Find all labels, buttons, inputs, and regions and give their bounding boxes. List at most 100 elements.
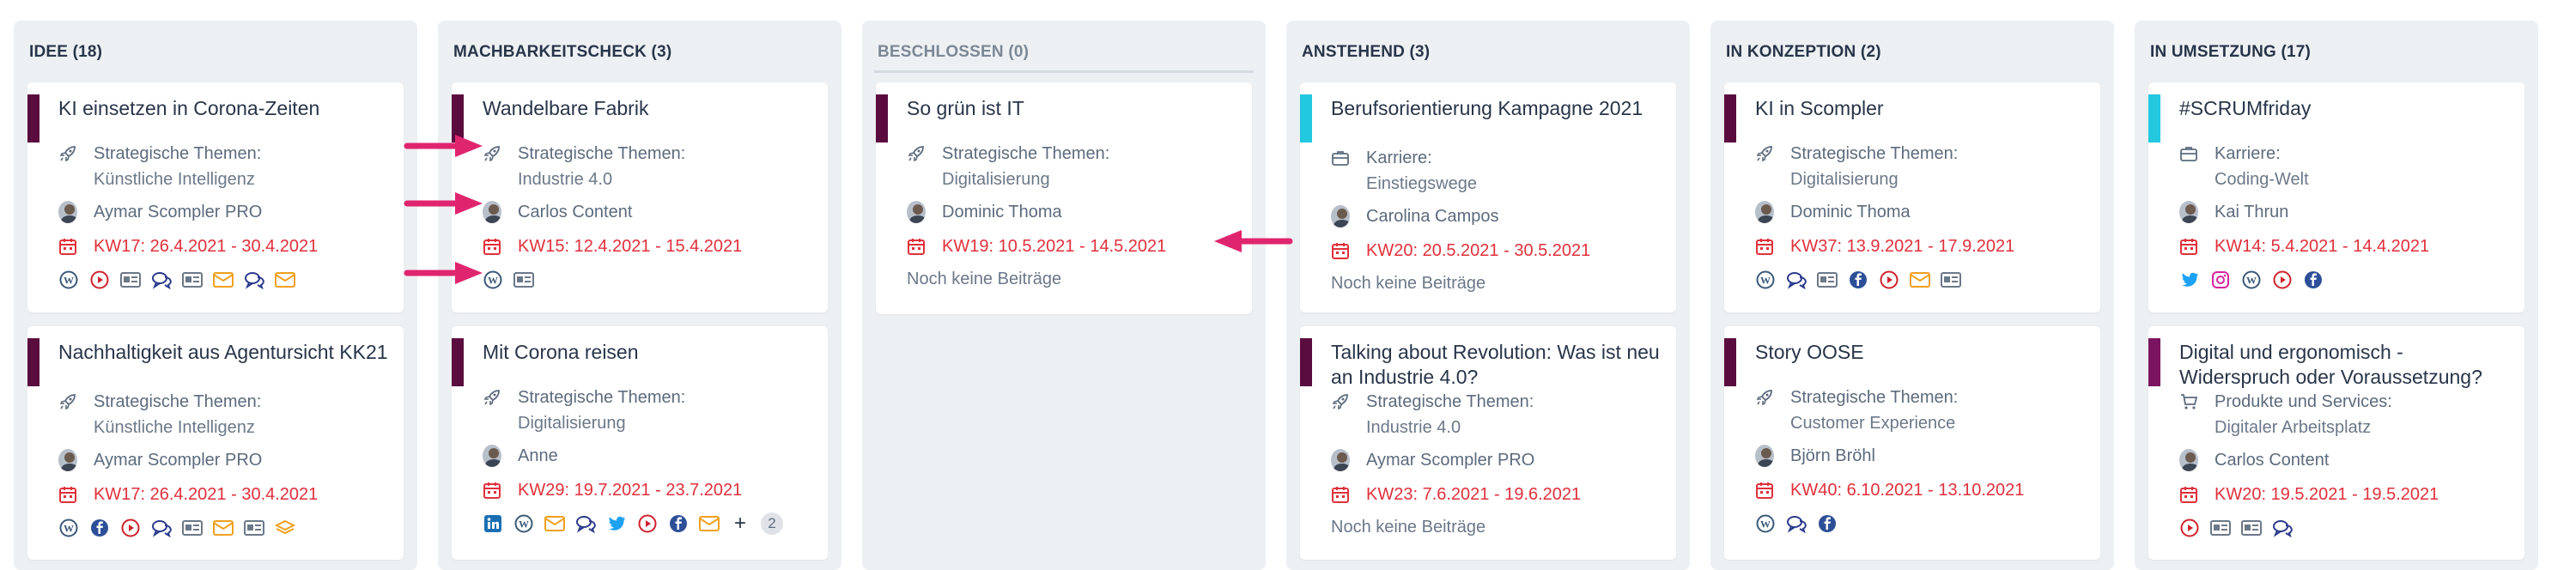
topic-card[interactable]: So grün ist IT Strategische Themen: Digita… xyxy=(876,82,1252,314)
topic-card[interactable]: Berufsorientierung Kampagne 2021 Karriere… xyxy=(1300,82,1676,312)
calendar-icon xyxy=(1331,485,1350,504)
newsletter-icon[interactable] xyxy=(182,518,203,538)
topic-card[interactable]: Digital und ergonomisch - Widerspruch od… xyxy=(2148,326,2524,560)
assignee-name[interactable]: Dominic Thoma xyxy=(1790,202,1911,221)
topic-card[interactable]: #SCRUMfriday Karriere: Coding-Welt Kai Thru… xyxy=(2148,82,2524,312)
assignee-name[interactable]: Aymar Scompler PRO xyxy=(94,450,263,470)
youtube-icon[interactable] xyxy=(637,513,658,534)
assignee-name[interactable]: Dominic Thoma xyxy=(942,202,1062,221)
youtube-icon[interactable] xyxy=(2272,270,2293,290)
newsletter-icon[interactable] xyxy=(182,270,203,290)
chat-icon[interactable] xyxy=(244,270,264,290)
twitter-icon[interactable] xyxy=(606,513,627,534)
wordpress-icon[interactable]: W xyxy=(58,270,79,290)
assignee-row: Carlos Content xyxy=(2179,449,2329,471)
wordpress-icon[interactable]: W xyxy=(58,518,79,538)
facebook-icon[interactable] xyxy=(668,513,689,534)
card-title[interactable]: Talking about Revolution: Was ist neu an… xyxy=(1331,341,1660,388)
date-row: KW17: 26.4.2021 - 30.4.2021 xyxy=(58,483,318,506)
mail-icon[interactable] xyxy=(275,270,295,290)
facebook-icon[interactable] xyxy=(2303,270,2324,290)
card-title[interactable]: KI einsetzen in Corona-Zeiten xyxy=(58,97,320,119)
assignee-name[interactable]: Kai Thrun xyxy=(2215,202,2289,221)
chat-icon[interactable] xyxy=(151,518,172,538)
wordpress-icon[interactable]: W xyxy=(1755,513,1776,534)
wordpress-icon[interactable]: W xyxy=(2241,270,2262,290)
youtube-icon[interactable] xyxy=(120,518,141,538)
newsletter-icon[interactable] xyxy=(2241,518,2262,538)
card-title[interactable]: Story OOSE xyxy=(1755,341,1864,363)
assignee-name[interactable]: Anne xyxy=(518,446,558,465)
category-row: Strategische Themen: xyxy=(907,142,1109,165)
category-label: Strategische Themen: xyxy=(1366,391,1534,411)
chat-icon[interactable] xyxy=(1786,513,1807,534)
mail-icon[interactable] xyxy=(699,513,720,534)
mail-icon[interactable] xyxy=(213,270,234,290)
svg-text:W: W xyxy=(1760,275,1771,287)
topic-card[interactable]: KI in Scompler Strategische Themen: Digita… xyxy=(1724,82,2100,312)
no-posts-text: Noch keine Beiträge xyxy=(1331,274,1486,293)
card-title[interactable]: Wandelbare Fabrik xyxy=(483,97,649,119)
category-color-bar xyxy=(1300,338,1312,386)
column-divider xyxy=(874,70,1254,73)
chat-icon[interactable] xyxy=(1786,270,1807,290)
youtube-icon[interactable] xyxy=(89,270,110,290)
layers-icon[interactable] xyxy=(275,518,295,538)
card-title[interactable]: #SCRUMfriday xyxy=(2179,97,2312,119)
assignee-name[interactable]: Carlos Content xyxy=(518,202,633,221)
mail-icon[interactable] xyxy=(213,518,234,538)
date-row: KW23: 7.6.2021 - 19.6.2021 xyxy=(1331,483,1581,506)
calendar-icon xyxy=(483,481,501,500)
topic-card[interactable]: Story OOSE Strategische Themen: Customer E… xyxy=(1724,326,2100,560)
assignee-name[interactable]: Aymar Scompler PRO xyxy=(1366,450,1535,470)
assignee-name[interactable]: Carolina Campos xyxy=(1366,206,1499,226)
date-row: KW37: 13.9.2021 - 17.9.2021 xyxy=(1755,235,2014,258)
card-title[interactable]: Berufsorientierung Kampagne 2021 xyxy=(1331,97,1643,119)
card-title[interactable]: Mit Corona reisen xyxy=(483,341,639,363)
card-title[interactable]: Digital und ergonomisch - Widerspruch od… xyxy=(2179,341,2482,388)
kanban-column: In Konzeption (2) KI in Scompler Strategis… xyxy=(1710,21,2114,570)
newsletter-icon[interactable] xyxy=(1941,270,1961,290)
date-range: KW20: 19.5.2021 - 19.5.2021 xyxy=(2215,484,2439,504)
chat-icon[interactable] xyxy=(575,513,596,534)
newsletter-icon[interactable] xyxy=(244,518,264,538)
topic-card[interactable]: KI einsetzen in Corona-Zeiten Strategisch… xyxy=(27,82,404,312)
linkedin-icon[interactable] xyxy=(483,513,503,534)
more-channels-count[interactable]: 2 xyxy=(761,512,783,535)
wordpress-icon[interactable]: W xyxy=(1755,270,1776,290)
category-color-bar xyxy=(27,338,39,386)
assignee-name[interactable]: Björn Bröhl xyxy=(1790,446,1875,465)
channel-icons: W xyxy=(58,516,295,540)
newsletter-icon[interactable] xyxy=(120,270,141,290)
topic-card[interactable]: Nachhaltigkeit aus Agentursicht KK21 Stra… xyxy=(27,326,404,560)
chat-icon[interactable] xyxy=(151,270,172,290)
avatar xyxy=(2179,201,2198,223)
instagram-icon[interactable] xyxy=(2210,270,2231,290)
topic-card[interactable]: Mit Corona reisen Strategische Themen: Dig… xyxy=(452,326,828,560)
card-title[interactable]: So grün ist IT xyxy=(907,97,1024,119)
newsletter-icon[interactable] xyxy=(513,270,534,290)
wordpress-icon[interactable]: W xyxy=(483,270,503,290)
facebook-icon[interactable] xyxy=(1848,270,1868,290)
wordpress-icon[interactable]: W xyxy=(513,513,534,534)
topic-card[interactable]: Talking about Revolution: Was ist neu an… xyxy=(1300,326,1676,560)
facebook-icon[interactable] xyxy=(89,518,110,538)
assignee-name[interactable]: Carlos Content xyxy=(2215,450,2330,470)
mail-icon[interactable] xyxy=(544,513,565,534)
mail-icon[interactable] xyxy=(1910,270,1930,290)
chat-icon[interactable] xyxy=(2272,518,2293,538)
youtube-icon[interactable] xyxy=(2179,518,2200,538)
calendar-icon xyxy=(483,237,501,256)
more-channels-plus[interactable]: + xyxy=(733,512,746,535)
newsletter-icon[interactable] xyxy=(1817,270,1838,290)
youtube-icon[interactable] xyxy=(1879,270,1899,290)
card-title[interactable]: KI in Scompler xyxy=(1755,97,1884,119)
topic-card[interactable]: Wandelbare Fabrik Strategische Themen: Ind… xyxy=(452,82,828,312)
newsletter-icon[interactable] xyxy=(2210,518,2231,538)
card-title[interactable]: Nachhaltigkeit aus Agentursicht KK21 xyxy=(58,341,388,363)
assignee-name[interactable]: Aymar Scompler PRO xyxy=(94,202,263,221)
category-label: Karriere: xyxy=(1366,148,1432,167)
twitter-icon[interactable] xyxy=(2179,270,2200,290)
facebook-icon[interactable] xyxy=(1817,513,1838,534)
category-value: Customer Experience xyxy=(1790,414,1956,433)
